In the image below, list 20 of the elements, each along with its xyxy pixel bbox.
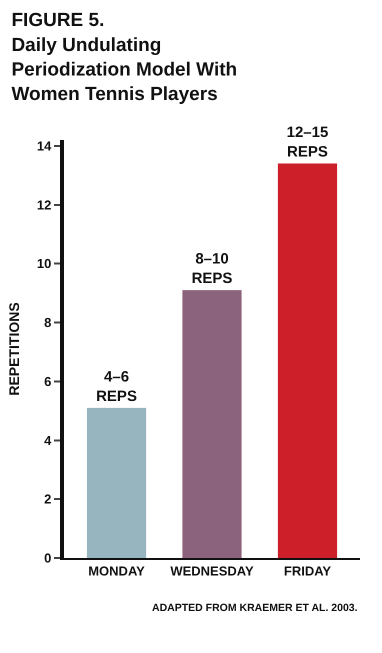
- y-tick-label: 6: [44, 374, 52, 389]
- bar: [86, 408, 146, 558]
- y-tick-label: 8: [44, 315, 52, 330]
- x-tick-label: WEDNESDAY: [170, 564, 254, 579]
- data-label: 4–6 REPS: [96, 368, 137, 405]
- y-tick-label: 4: [44, 432, 52, 448]
- y-tick-label: 0: [44, 550, 52, 566]
- y-tick-label: 12: [36, 197, 52, 212]
- text: ADAPTED FROM KRAEMER ET AL. 2003.: [152, 602, 358, 614]
- bar: [182, 290, 242, 558]
- y-axis-title: REPETITIONS: [6, 302, 22, 396]
- chart-title: FIGURE 5. Daily Undulating Periodization Model With Women Tennis Players: [11, 10, 238, 106]
- x-tick-label: FRIDAY: [284, 564, 332, 579]
- x-tick-label: MONDAY: [88, 564, 146, 579]
- bar: [278, 164, 338, 558]
- data-label: 12–15 REPS: [286, 124, 328, 161]
- data-label: 8–10 REPS: [192, 250, 232, 288]
- y-tick-label: 10: [36, 256, 52, 272]
- y-tick-label: 2: [44, 492, 52, 507]
- y-tick-label: 14: [36, 138, 52, 154]
